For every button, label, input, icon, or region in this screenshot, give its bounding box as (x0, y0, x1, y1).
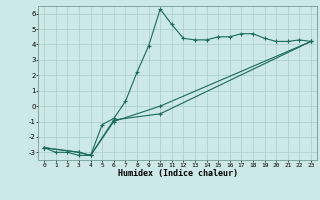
X-axis label: Humidex (Indice chaleur): Humidex (Indice chaleur) (118, 169, 238, 178)
